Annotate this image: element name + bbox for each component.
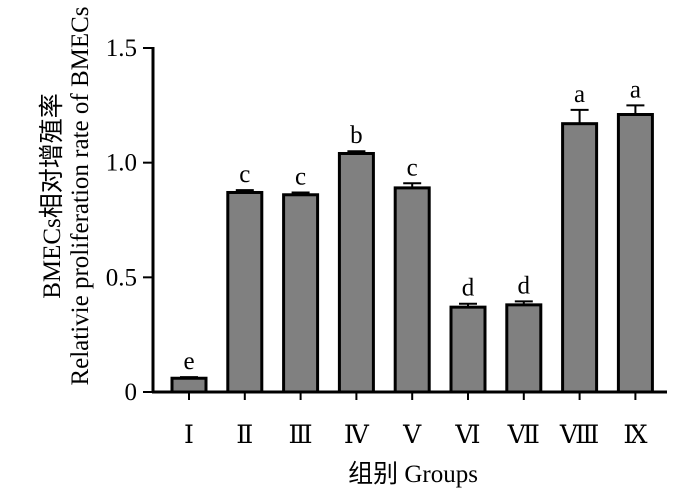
bar-3: [282, 193, 320, 394]
error-bar-7: [514, 300, 533, 305]
significance-label-4: b: [350, 122, 363, 149]
significance-label-5: c: [407, 154, 418, 181]
significance-labels-group: e c c b c d d a a: [183, 76, 641, 375]
error-bar-4: [347, 150, 366, 154]
bar-4: [337, 151, 375, 394]
x-tick-label-2: Ⅱ: [236, 422, 253, 449]
bar-1: [170, 376, 208, 394]
bar-6: [449, 305, 487, 394]
significance-label-8: a: [574, 81, 585, 108]
bar-7: [505, 303, 543, 394]
error-bar-2: [235, 189, 254, 193]
bar-2: [226, 190, 264, 394]
axes-group: [151, 47, 667, 394]
error-bars-group: [180, 104, 645, 379]
error-bar-5: [403, 182, 422, 188]
y-tick-label-4: 1.5: [106, 35, 137, 62]
x-tick-label-8: Ⅷ: [559, 422, 599, 449]
error-bar-9: [626, 104, 645, 115]
bar-9: [616, 113, 654, 394]
y-ticks-group: 0 0.5 1.0 1.5: [106, 35, 153, 406]
y-axis-title-line-1: BMECs相对增殖率: [38, 93, 66, 299]
y-axis-title-line-2: Relativie proliferation rate of BMECs: [67, 6, 94, 385]
x-tick-label-1: Ⅰ: [184, 422, 194, 449]
x-tick-label-7: Ⅶ: [507, 422, 540, 449]
significance-label-2: c: [239, 161, 250, 188]
significance-label-7: d: [518, 272, 531, 299]
y-axis-title: BMECs相对增殖率 Relativie proliferation rate …: [38, 6, 94, 385]
significance-label-9: a: [630, 76, 641, 103]
error-bar-1: [180, 376, 198, 379]
error-bar-3: [291, 191, 310, 195]
significance-label-3: c: [295, 163, 306, 190]
error-bar-8: [570, 108, 589, 124]
y-tick-label-1: 0: [125, 379, 138, 406]
x-axis-title: 组别 Groups: [348, 460, 478, 488]
x-tick-label-4: Ⅳ: [344, 422, 370, 449]
bar-5: [393, 186, 431, 394]
significance-label-6: d: [462, 275, 475, 302]
error-bar-6: [459, 302, 477, 308]
x-tick-label-3: Ⅲ: [289, 422, 313, 449]
y-tick-label-2: 0.5: [106, 264, 137, 291]
y-tick-label-3: 1.0: [106, 150, 137, 177]
significance-label-1: e: [183, 348, 194, 375]
x-tick-label-5: Ⅴ: [402, 422, 422, 449]
x-tick-label-9: Ⅸ: [623, 422, 647, 449]
x-tick-label-6: Ⅵ: [454, 422, 480, 449]
bar-8: [561, 122, 599, 394]
